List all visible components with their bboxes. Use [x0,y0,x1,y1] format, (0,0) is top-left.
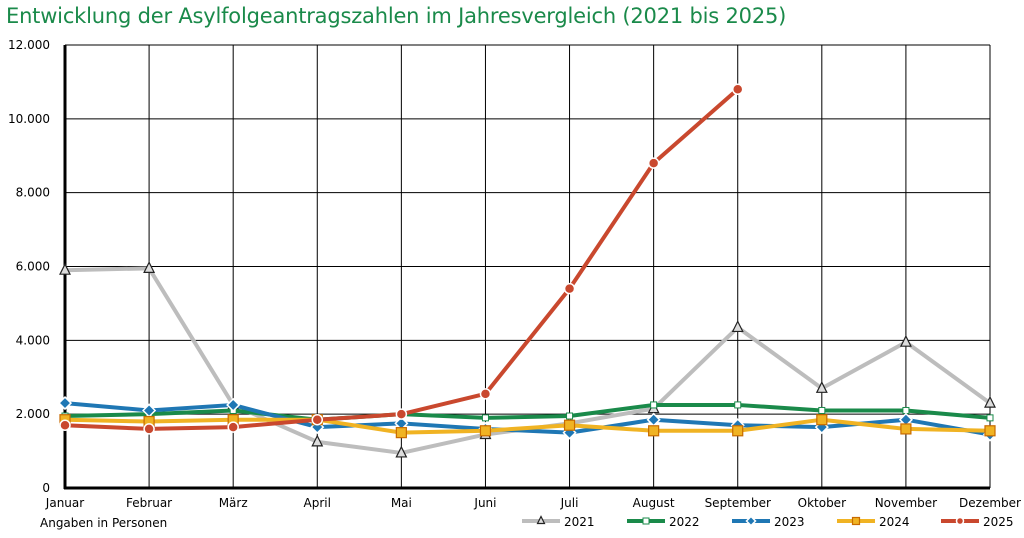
data-point [143,423,155,435]
series-2024 [59,414,996,439]
x-tick-label: Oktober [798,496,846,510]
data-point [226,397,241,412]
x-tick-label: November [875,496,937,510]
legend-item-2022: 2022 [627,515,700,529]
series-group [57,83,998,458]
data-point [731,320,744,333]
data-point [899,334,912,347]
y-tick-label: 0 [42,481,50,495]
data-point [481,414,489,422]
y-tick-label: 2.000 [16,407,50,421]
data-point [851,516,861,526]
x-tick-label: Mai [391,496,412,510]
legend-item-2023: 2023 [732,515,805,529]
x-tick-label: Juli [560,496,579,510]
data-point [311,413,324,426]
x-tick-label: August [633,496,675,510]
data-point [646,412,661,427]
data-point [143,261,156,273]
x-tick-label: Januar [45,496,84,510]
units-note: Angaben in Personen [40,516,167,530]
data-point [900,423,912,435]
y-tick-label: 8.000 [16,186,50,200]
data-point [479,425,492,437]
data-point [536,515,546,525]
y-tick-label: 12.000 [8,38,50,52]
data-point [563,282,576,295]
x-tick-label: April [304,496,331,510]
data-point [311,434,324,447]
x-tick-label: März [219,496,248,510]
series-2025 [59,83,744,435]
x-tick-label: Juni [473,496,496,510]
x-tick-label: Dezember [959,496,1021,510]
data-point [227,421,239,433]
chart-title: Entwicklung der Asylfolgeantragszahlen i… [6,4,787,28]
data-point [732,425,744,437]
data-point [566,412,574,420]
y-tick-label: 4.000 [16,333,50,347]
legend-item-2021: 2021 [522,515,595,529]
legend-label: 2023 [774,515,805,529]
data-point [731,83,744,96]
series-line [63,402,992,422]
data-point [395,445,408,458]
series-line [63,401,992,437]
data-point [984,425,996,437]
data-point [479,388,492,400]
legend-label: 2022 [669,515,700,529]
data-point [650,401,658,409]
data-point [984,395,996,408]
data-point [59,262,71,275]
legend-label: 2021 [564,515,595,529]
data-point [815,380,828,393]
data-point [395,427,407,439]
data-point [734,401,742,409]
tick-labels: 0 2.000 4.000 6.000 8.000 10.000 12.000 Januar F… [8,38,1021,510]
series-line [63,417,992,435]
data-point [647,157,660,169]
data-point [642,517,650,525]
y-tick-label: 10.000 [8,112,50,126]
legend-item-2025: 2025 [941,515,1014,529]
legend-label: 2025 [983,515,1014,529]
y-tick-label: 6.000 [16,260,50,274]
data-point [816,414,828,426]
legend-label: 2024 [879,515,910,529]
data-point [902,406,910,414]
data-point [745,515,757,527]
data-point [818,406,826,414]
data-point [648,425,660,437]
data-point [986,414,994,422]
data-point [955,516,965,526]
data-point [563,419,576,431]
data-point [59,419,71,431]
legend: 2021 2022 2023 2024 2025 [522,515,1014,529]
legend-item-2024: 2024 [837,515,910,529]
x-tick-label: September [705,496,771,510]
x-tick-label: Februar [126,496,172,510]
data-point [395,408,408,420]
data-point [57,396,73,411]
